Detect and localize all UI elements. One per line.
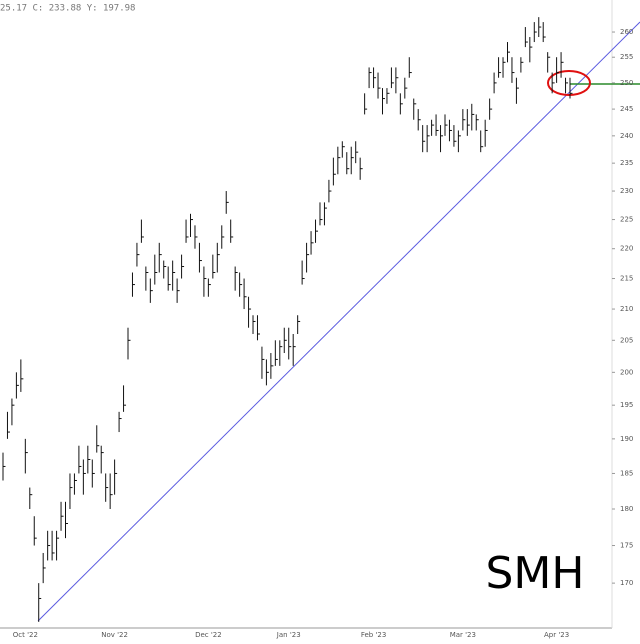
x-tick-label: Dec '22 — [195, 631, 222, 639]
y-tick-label: 170 — [620, 579, 633, 587]
y-tick-label: 175 — [620, 542, 633, 550]
trend-line — [37, 21, 640, 622]
y-tick-label: 250 — [620, 79, 633, 87]
y-tick-label: 245 — [620, 105, 633, 113]
y-tick-label: 230 — [620, 187, 633, 195]
y-tick-label: 205 — [620, 336, 633, 344]
x-tick-label: Apr '23 — [544, 631, 569, 639]
x-tick-label: Nov '22 — [101, 631, 128, 639]
y-tick-label: 240 — [620, 132, 633, 140]
chart-title: SMH — [486, 548, 585, 599]
x-tick-label: Mar '23 — [450, 631, 476, 639]
y-tick-label: 195 — [620, 401, 633, 409]
y-tick-label: 185 — [620, 469, 633, 477]
y-tick-label: 180 — [620, 505, 633, 513]
y-tick-label: 255 — [620, 53, 633, 61]
y-tick-label: 210 — [620, 305, 633, 313]
y-tick-label: 225 — [620, 216, 633, 224]
y-tick-label: 200 — [620, 368, 633, 376]
x-tick-label: Feb '23 — [361, 631, 386, 639]
y-tick-label: 260 — [620, 28, 633, 36]
x-tick-label: Oct '22 — [13, 631, 38, 639]
y-tick-label: 235 — [620, 159, 633, 167]
info-text: 25.17 C: 233.88 Y: 197.98 — [0, 4, 135, 14]
y-tick-label: 220 — [620, 245, 633, 253]
y-tick-label: 215 — [620, 275, 633, 283]
y-tick-label: 190 — [620, 435, 633, 443]
highlight-circle — [547, 70, 591, 96]
x-tick-label: Jan '23 — [276, 631, 301, 639]
